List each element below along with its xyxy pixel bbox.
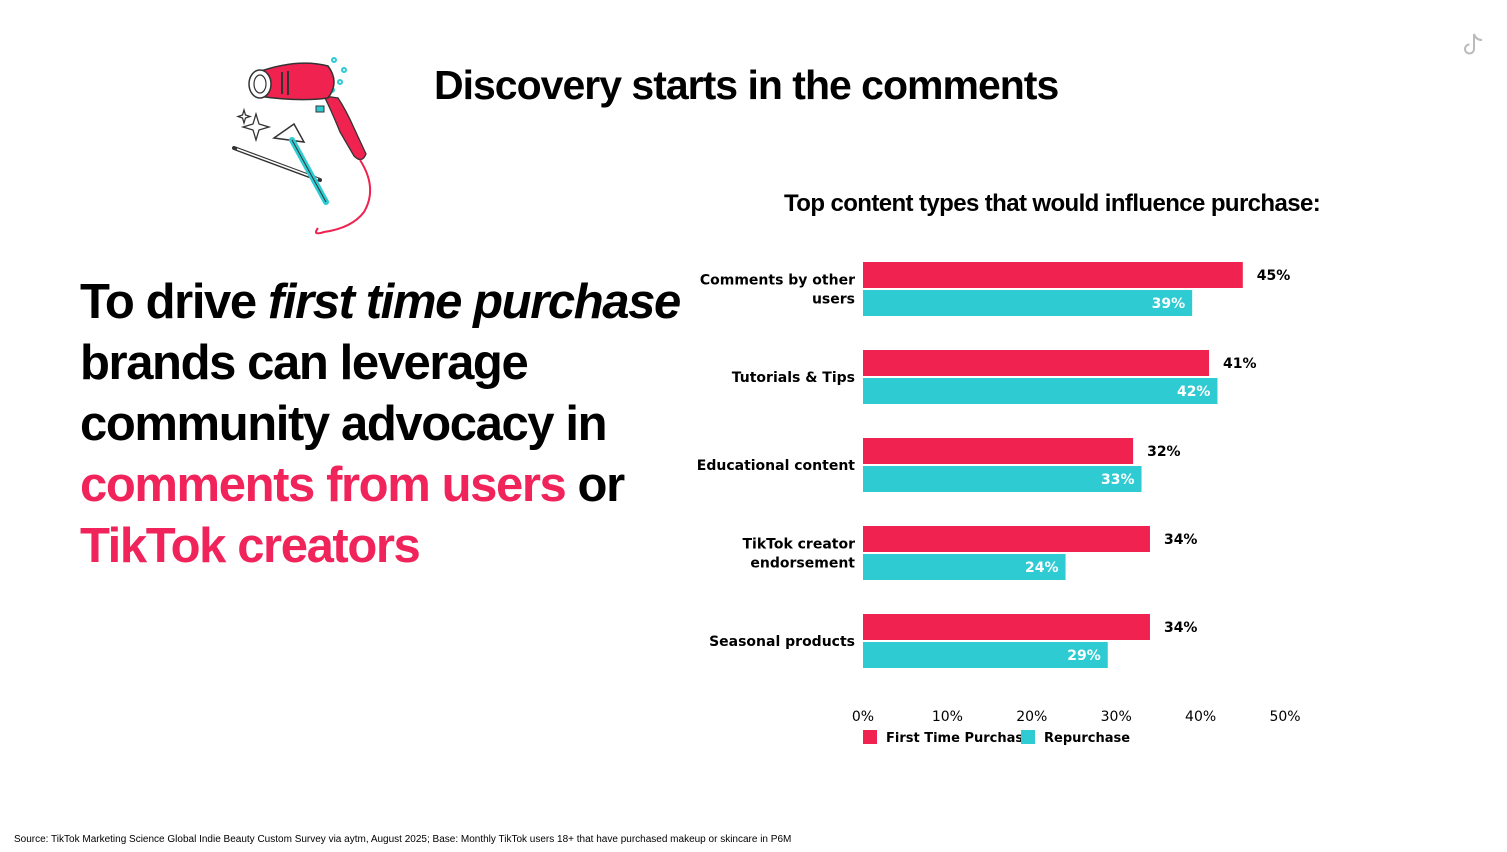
bar-chart: Comments by other users 45% 39% Tutorials & … bbox=[697, 262, 1301, 746]
category-label: Seasonal products bbox=[709, 634, 855, 650]
x-tick-label: 50% bbox=[1269, 709, 1300, 725]
hair-dryer-icon bbox=[248, 62, 371, 235]
data-label: 42% bbox=[1177, 384, 1211, 400]
bar bbox=[863, 466, 1142, 492]
category-label: users bbox=[812, 292, 855, 308]
x-tick-label: 10% bbox=[932, 709, 963, 725]
data-label: 45% bbox=[1257, 268, 1291, 284]
headline-part: To drive bbox=[80, 275, 268, 329]
headline-highlight-creators: TikTok creators bbox=[80, 519, 421, 573]
x-tick-label: 30% bbox=[1101, 709, 1132, 725]
slide-title: Discovery starts in the comments bbox=[434, 62, 1059, 108]
bar bbox=[863, 614, 1150, 640]
sparkle-icon bbox=[235, 107, 272, 143]
data-label: 32% bbox=[1147, 444, 1181, 460]
tiktok-logo-icon bbox=[1464, 33, 1483, 55]
bar bbox=[863, 438, 1134, 464]
bar bbox=[863, 350, 1210, 376]
legend-label: Repurchase bbox=[1044, 731, 1130, 746]
data-label: 24% bbox=[1025, 560, 1059, 576]
headline-part: brands can leverage community advocacy i… bbox=[80, 336, 608, 451]
source-note: Source: TikTok Marketing Science Global … bbox=[14, 834, 792, 845]
bar bbox=[863, 262, 1243, 288]
chart-title: Top content types that would influence p… bbox=[784, 190, 1321, 217]
category-label: Educational content bbox=[697, 458, 856, 474]
data-label: 34% bbox=[1164, 620, 1198, 636]
x-tick-label: 0% bbox=[852, 709, 874, 725]
bar bbox=[863, 642, 1108, 668]
headline: To drive first time purchase brands can … bbox=[80, 272, 730, 577]
data-label: 41% bbox=[1223, 356, 1257, 372]
x-tick-label: 40% bbox=[1185, 709, 1216, 725]
category-label: TikTok creator bbox=[742, 537, 855, 553]
legend-swatch bbox=[863, 730, 877, 744]
headline-emphasis: first time purchase bbox=[267, 275, 681, 329]
data-label: 33% bbox=[1101, 472, 1135, 488]
category-label: Comments by other bbox=[700, 273, 855, 289]
headline-highlight-comments: comments from users bbox=[80, 458, 567, 512]
bar bbox=[863, 290, 1193, 316]
category-label: endorsement bbox=[750, 556, 855, 572]
legend-label: First Time Purchase bbox=[886, 731, 1032, 746]
headline-part: or bbox=[565, 458, 626, 512]
x-tick-label: 20% bbox=[1016, 709, 1047, 725]
bar bbox=[863, 526, 1150, 552]
hair-dryer-illustration bbox=[232, 57, 371, 235]
category-label: Tutorials & Tips bbox=[732, 370, 855, 386]
bar bbox=[863, 378, 1218, 404]
data-label: 29% bbox=[1067, 648, 1101, 664]
bar bbox=[863, 554, 1066, 580]
legend-swatch bbox=[1021, 730, 1035, 744]
data-label: 34% bbox=[1164, 532, 1198, 548]
fan-brush-icon bbox=[271, 122, 329, 205]
data-label: 39% bbox=[1152, 296, 1186, 312]
